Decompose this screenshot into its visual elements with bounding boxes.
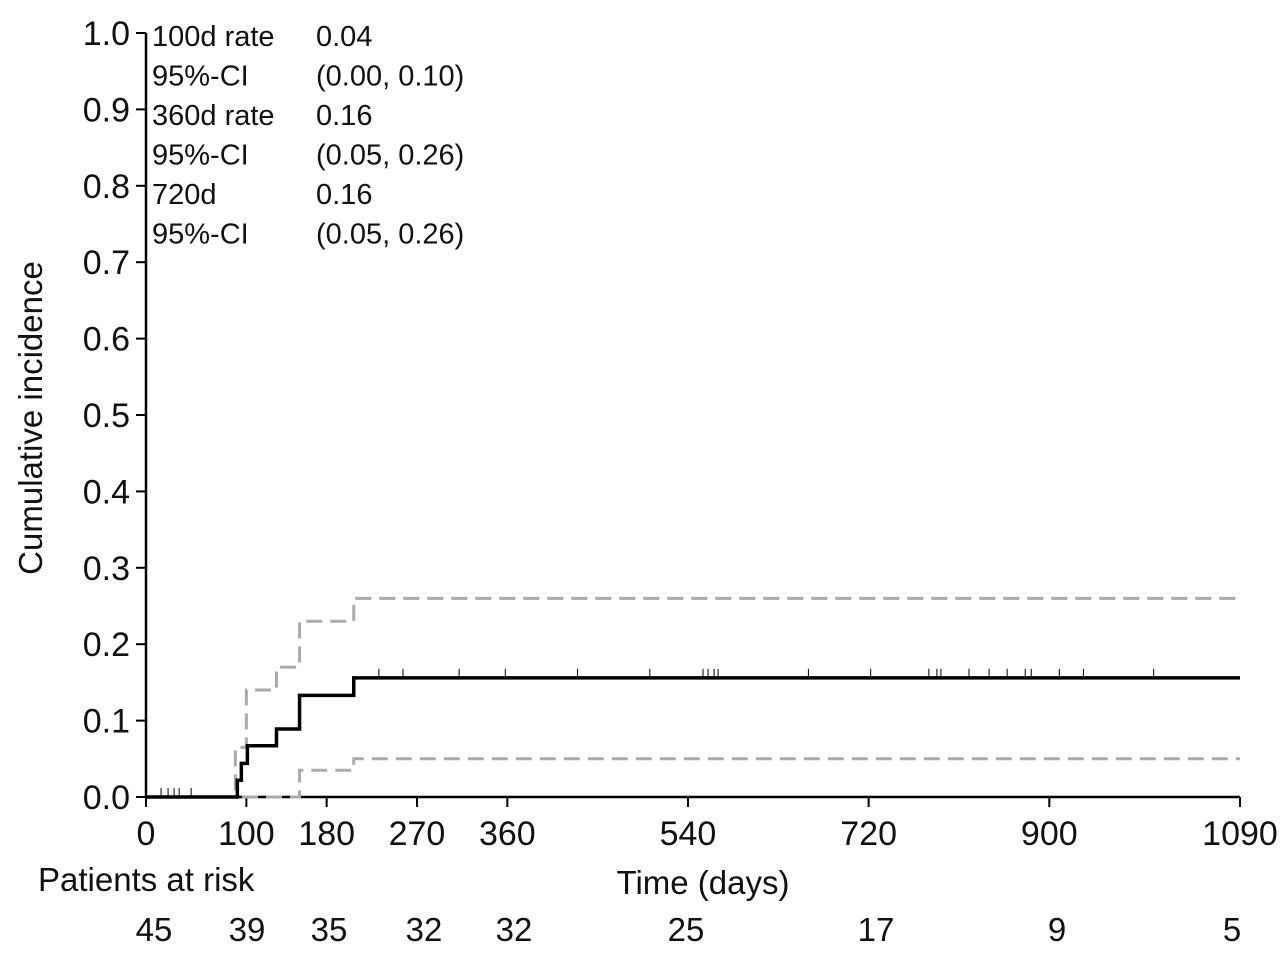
annotation-value: (0.00, 0.10)	[316, 61, 464, 93]
annotation-value: 0.04	[316, 21, 372, 53]
x-axis-title: Time (days)	[617, 864, 790, 901]
risk-count: 17	[858, 911, 895, 948]
annotation-label: 100d rate	[152, 21, 275, 53]
y-tick-label: 0.4	[83, 473, 130, 511]
y-tick-label: 0.9	[83, 91, 130, 129]
risk-count: 39	[229, 911, 266, 948]
y-axis-title: Cumulative incidence	[12, 261, 49, 575]
risk-table-title: Patients at risk	[38, 861, 255, 898]
risk-count: 32	[496, 911, 533, 948]
axes: 0.0 0.1 0.2 0.3 0.4 0.5 0.6 0.7 0.8 0.9 1.0 0 100 180…	[83, 15, 1278, 853]
annotation-label: 95%-CI	[152, 61, 249, 93]
x-tick-label: 270	[389, 815, 446, 853]
y-tick-label: 1.0	[83, 15, 130, 53]
y-tick-label: 0.7	[83, 244, 130, 282]
risk-count: 32	[406, 911, 443, 948]
annotation-value: (0.05, 0.26)	[316, 219, 464, 251]
risk-count: 45	[136, 911, 173, 948]
x-tick-label: 1090	[1202, 815, 1278, 853]
curves	[146, 596, 1240, 799]
x-tick-label: 900	[1021, 815, 1078, 853]
x-tick-label: 0	[137, 815, 156, 853]
y-tick-label: 0.1	[83, 703, 130, 741]
y-tick-label: 0.6	[83, 321, 130, 359]
annotation-box: 100d rate 0.04 95%-CI (0.00, 0.10) 360d rate…	[152, 21, 464, 251]
risk-count: 35	[311, 911, 348, 948]
y-tick-label: 0.8	[83, 168, 130, 206]
ci-line	[146, 757, 1240, 799]
x-tick-label: 540	[660, 815, 717, 853]
annotation-value: (0.05, 0.26)	[316, 140, 464, 172]
x-tick-label: 720	[840, 815, 897, 853]
y-tick-label: 0.3	[83, 550, 130, 588]
x-tick-label: 180	[298, 815, 355, 853]
annotation-value: 0.16	[316, 179, 372, 211]
ci-line	[146, 596, 1240, 799]
annotation-label: 95%-CI	[152, 219, 249, 251]
x-tick-label: 100	[218, 815, 275, 853]
incidence-line	[146, 676, 1240, 799]
annotation-label: 95%-CI	[152, 140, 249, 172]
annotation-label: 720d	[152, 179, 217, 211]
risk-table-row: 45 39 35 32 32 25 17 9 5	[136, 911, 1242, 948]
annotation-label: 360d rate	[152, 100, 275, 132]
y-tick-label: 0.0	[83, 779, 130, 817]
y-tick-label: 0.5	[83, 397, 130, 435]
risk-count: 9	[1048, 911, 1066, 948]
x-tick-label: 360	[479, 815, 536, 853]
risk-count: 5	[1223, 911, 1241, 948]
y-tick-label: 0.2	[83, 626, 130, 664]
risk-count: 25	[668, 911, 705, 948]
annotation-value: 0.16	[316, 100, 372, 132]
